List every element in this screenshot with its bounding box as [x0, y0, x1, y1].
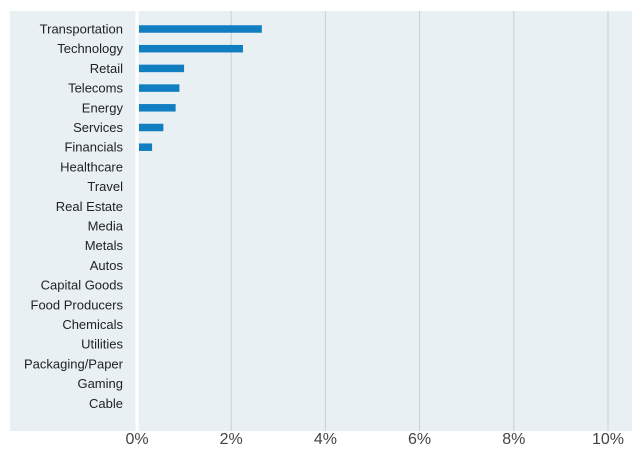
category-label: Telecoms: [68, 81, 123, 96]
bar: [139, 44, 243, 53]
category-label: Travel: [87, 179, 123, 194]
category-label: Technology: [57, 41, 123, 56]
category-label: Metals: [85, 238, 124, 253]
category-label: Services: [73, 120, 123, 135]
category-label: Gaming: [77, 376, 123, 391]
bar: [139, 25, 262, 33]
category-label: Energy: [82, 100, 124, 115]
category-label: Retail: [90, 61, 123, 76]
x-tick-label: 0%: [125, 431, 148, 448]
category-label: Capital Goods: [41, 278, 124, 293]
category-label: Chemicals: [62, 317, 123, 332]
category-label: Utilities: [81, 337, 123, 352]
plot-background: [10, 11, 632, 431]
category-label: Food Producers: [31, 297, 124, 312]
bar: [139, 64, 185, 73]
bars: [139, 25, 262, 151]
category-label: Autos: [90, 258, 124, 273]
category-label: Packaging/Paper: [24, 356, 124, 371]
category-label: Financials: [64, 140, 123, 155]
category-label: Real Estate: [56, 199, 123, 214]
x-tick-label: 8%: [502, 431, 525, 448]
bar: [139, 143, 153, 151]
category-label: Media: [88, 219, 124, 234]
category-labels: Transportation Technology Retail Telecoms En…: [24, 22, 124, 411]
category-label: Healthcare: [60, 159, 123, 174]
x-tick-label: 4%: [314, 431, 337, 448]
category-label: Transportation: [40, 22, 123, 37]
x-tick-label: 6%: [408, 431, 431, 448]
x-axis-tick-labels: 0% 2% 4% 6% 8% 10%: [125, 431, 624, 448]
x-tick-label: 2%: [220, 431, 243, 448]
category-label: Cable: [89, 396, 123, 411]
bar: [139, 84, 180, 92]
bar: [139, 104, 176, 112]
x-tick-label: 10%: [592, 431, 624, 448]
gridlines: [135, 11, 609, 431]
bar: [139, 123, 164, 132]
